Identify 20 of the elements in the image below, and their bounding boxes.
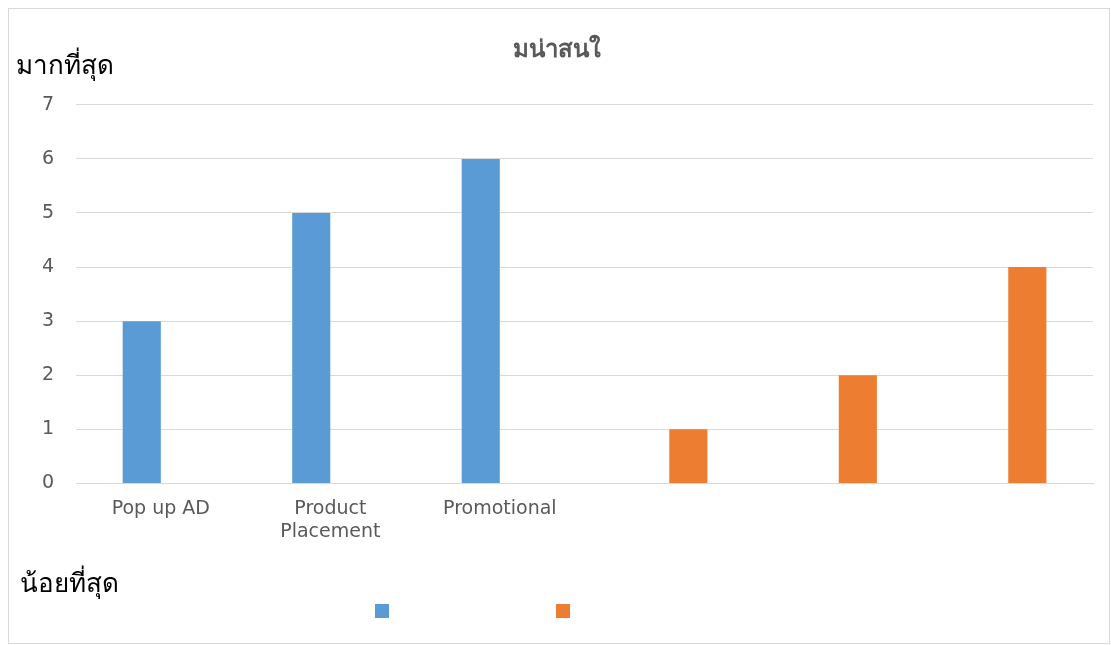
bar <box>838 375 877 483</box>
chart-title: มน่าสนใ <box>512 33 601 63</box>
y-tick-label: 7 <box>41 91 55 114</box>
y-tick-label: 0 <box>41 470 55 493</box>
y-tick-label: 2 <box>41 362 55 385</box>
x-tick-label: Product Placement <box>280 495 381 541</box>
x-tick-label: Promotional <box>443 495 557 518</box>
y-tick-label: 6 <box>41 145 55 168</box>
x-tick-label: Pop up AD <box>111 495 210 518</box>
bar <box>122 321 161 483</box>
bar <box>292 212 331 483</box>
bar <box>669 429 708 483</box>
y-tick-label: 4 <box>41 253 55 276</box>
bar <box>461 158 500 483</box>
text: น้อยที่สุด <box>20 564 119 601</box>
text: มากที่สุด <box>16 46 114 83</box>
y-tick-label: 3 <box>41 308 55 331</box>
bar <box>1008 267 1047 483</box>
y-tick-label: 1 <box>41 416 55 439</box>
y-tick-label: 5 <box>41 199 55 222</box>
